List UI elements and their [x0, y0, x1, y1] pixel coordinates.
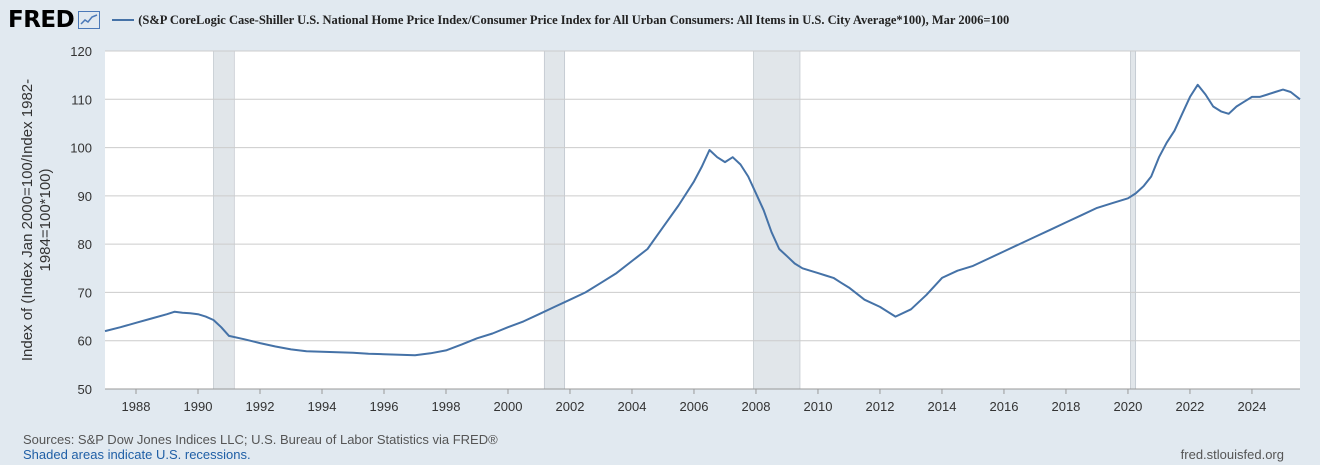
x-tick-label: 2018 — [1051, 399, 1080, 414]
x-tick-label: 2022 — [1175, 399, 1204, 414]
x-tick-label: 2002 — [556, 399, 585, 414]
sources-text: Sources: S&P Dow Jones Indices LLC; U.S.… — [23, 432, 498, 447]
plot-background — [105, 51, 1300, 389]
series-title: (S&P CoreLogic Case-Shiller U.S. Nationa… — [138, 12, 1010, 27]
footer-sources: Sources: S&P Dow Jones Indices LLC; U.S.… — [23, 432, 498, 462]
fred-logo[interactable]: FRED — [8, 7, 75, 33]
series-line[interactable] — [104, 83, 1301, 357]
y-tick-label: 60 — [78, 334, 92, 349]
recession-band — [753, 50, 801, 390]
y-tick-label: 110 — [71, 92, 92, 107]
y-tick-label: 50 — [78, 382, 92, 397]
y-axis-label-line-1: Index of (Index Jan 2000=100/Index 1982- — [19, 79, 36, 361]
x-tick-label: 2020 — [1113, 399, 1142, 414]
recession-band — [1130, 50, 1137, 390]
x-tick-label: 2024 — [1237, 399, 1266, 414]
fred-chart-icon — [78, 11, 101, 29]
y-tick-label: 70 — [78, 285, 92, 300]
y-tick-label: 80 — [78, 237, 92, 252]
y-axis-ticks: 50 60 70 80 90 100 110 120 — [70, 44, 92, 397]
x-tick-label: 2012 — [866, 399, 895, 414]
x-tick-label: 2014 — [928, 399, 957, 414]
y-axis-label-line-2: 1984=100*100) — [37, 168, 54, 271]
y-tick-label: 120 — [70, 44, 92, 59]
x-tick-label: 1990 — [184, 399, 213, 414]
x-tick-label: 2008 — [742, 399, 771, 414]
legend-swatch — [112, 19, 135, 21]
x-tick-label: 2000 — [494, 399, 523, 414]
x-tick-label: 2004 — [618, 399, 647, 414]
chart-header: FRED (S&P CoreLogic Case-Shiller U.S. Na… — [8, 6, 1009, 34]
y-tick-label: 100 — [70, 141, 92, 156]
recession-note-link[interactable]: Shaded areas indicate U.S. recessions. — [23, 447, 251, 462]
x-tick-label: 1994 — [308, 399, 337, 414]
x-tick-label: 1988 — [122, 399, 151, 414]
x-tick-label: 2006 — [680, 399, 709, 414]
y-tick-label: 90 — [78, 189, 92, 204]
x-tick-label: 1992 — [246, 399, 275, 414]
x-axis-ticks: 1988 1990 1992 1994 1996 1998 2000 2002 2004 2006… — [122, 389, 1266, 414]
x-tick-label: 1998 — [432, 399, 461, 414]
x-tick-label: 1996 — [370, 399, 399, 414]
site-link[interactable]: fred.stlouisfed.org — [1180, 447, 1284, 462]
recession-band — [543, 50, 566, 390]
recession-band — [213, 50, 235, 390]
x-tick-label: 2016 — [990, 399, 1019, 414]
x-tick-label: 2010 — [804, 399, 833, 414]
